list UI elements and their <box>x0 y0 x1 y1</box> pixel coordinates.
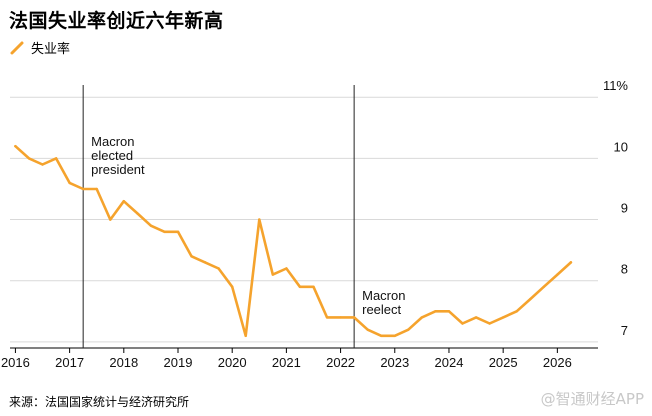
data-point <box>461 322 464 325</box>
x-tick-label: 2025 <box>489 355 518 370</box>
data-point <box>68 181 71 185</box>
data-point <box>325 316 329 319</box>
x-tick-label: 2017 <box>55 355 84 370</box>
data-point <box>434 310 437 313</box>
data-point <box>149 224 153 227</box>
x-tick-label: 2024 <box>435 355 464 370</box>
annotation-label: elected <box>91 148 133 163</box>
x-tick-label: 2026 <box>543 355 572 370</box>
legend-label: 失业率 <box>31 42 71 57</box>
x-tick-label: 2018 <box>109 355 138 370</box>
annotation-label: president <box>91 162 145 177</box>
data-point <box>542 285 546 289</box>
data-point <box>163 230 166 233</box>
data-point <box>176 230 180 233</box>
chart-title: 法国失业率创近六年新高 <box>9 10 224 32</box>
data-point <box>380 334 383 337</box>
data-point <box>244 334 247 337</box>
data-point <box>339 316 342 319</box>
data-point <box>203 261 207 264</box>
annotation-label: reelect <box>362 302 401 317</box>
legend-line-icon <box>10 41 24 54</box>
x-tick-label: 2023 <box>380 355 409 370</box>
x-tick-label: 2022 <box>326 355 355 370</box>
data-point <box>488 322 491 325</box>
data-point <box>54 157 58 160</box>
data-point <box>95 187 98 191</box>
data-point <box>447 310 451 313</box>
data-point <box>501 316 505 319</box>
y-tick-label: 7 <box>621 323 628 338</box>
data-point <box>81 187 85 191</box>
watermark: @智通财经APP <box>540 390 644 408</box>
data-point <box>556 273 559 276</box>
data-point <box>352 316 356 319</box>
data-point <box>41 163 44 166</box>
legend: 失业率 <box>9 38 70 57</box>
x-tick-label: 2016 <box>1 355 30 370</box>
data-point <box>27 157 31 160</box>
data-point <box>298 285 302 289</box>
y-tick-label: 8 <box>621 262 628 277</box>
data-point <box>109 218 112 221</box>
data-point <box>258 218 261 221</box>
y-tick-label: 10 <box>614 139 628 154</box>
annotation-label: Macron <box>91 134 134 149</box>
data-point <box>569 261 573 264</box>
data-point <box>366 328 369 331</box>
annotation-label: Macron <box>362 288 405 303</box>
data-point <box>312 285 315 289</box>
data-point <box>14 144 17 148</box>
data-point <box>122 200 126 203</box>
x-tick-label: 2021 <box>272 355 301 370</box>
data-point <box>271 273 275 276</box>
source-note: 来源：法国国家统计与经济研究所 <box>9 395 190 409</box>
data-point <box>190 255 193 258</box>
data-point <box>136 212 139 215</box>
data-point <box>217 267 220 270</box>
data-point <box>420 316 424 319</box>
data-point <box>393 334 396 337</box>
y-tick-label: 11% <box>603 78 628 93</box>
x-tick-label: 2020 <box>218 355 247 370</box>
data-point <box>285 267 288 270</box>
x-tick-label: 2019 <box>164 355 193 370</box>
data-point <box>515 310 518 313</box>
y-tick-label: 9 <box>621 201 628 216</box>
data-point <box>529 297 532 301</box>
data-point <box>230 285 234 289</box>
data-point <box>407 328 410 331</box>
data-point <box>474 316 478 319</box>
series-line-unemployment <box>14 144 573 338</box>
